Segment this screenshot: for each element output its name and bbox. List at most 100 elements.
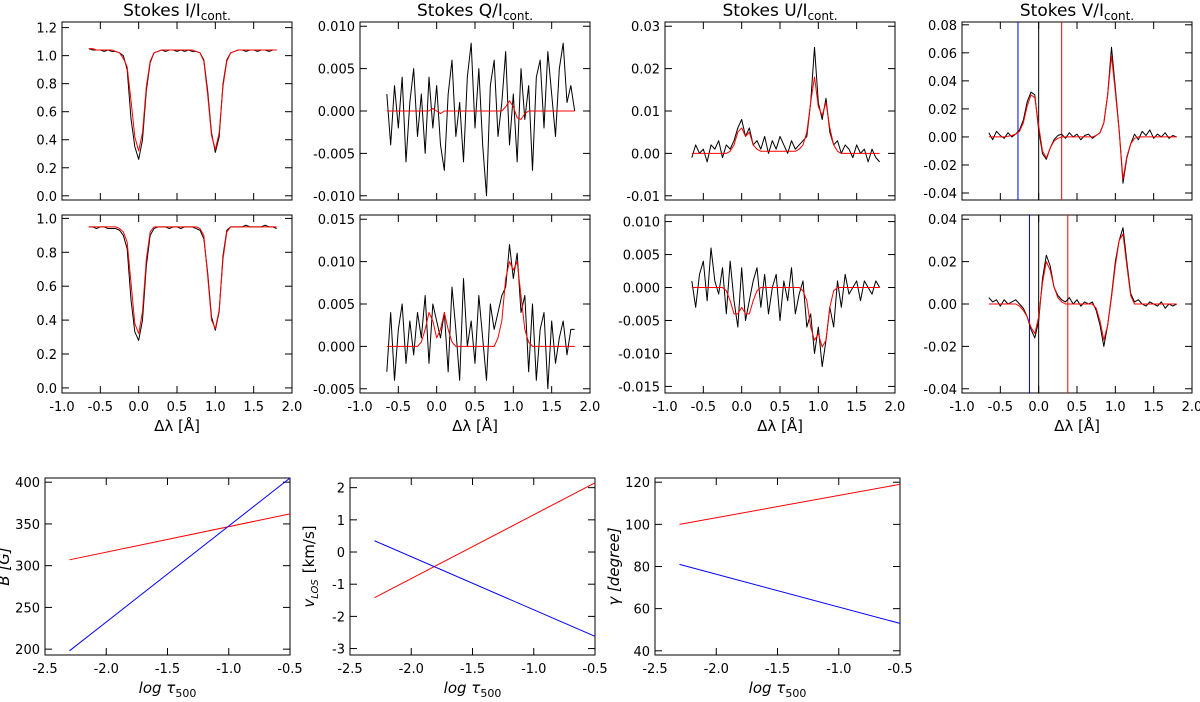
y-tick-label: 0.00 xyxy=(928,298,957,313)
x-tick-label: 0.5 xyxy=(770,400,791,415)
data-line xyxy=(69,477,291,652)
x-tick-label: 2.0 xyxy=(282,400,303,415)
x-axis-label: Δλ [Å] xyxy=(154,416,200,435)
x-tick-label: -1.0 xyxy=(521,662,546,677)
y-tick-label: 40 xyxy=(633,645,650,660)
x-tick-label: -0.5 xyxy=(691,400,716,415)
x-tick-label: -1.0 xyxy=(826,662,851,677)
x-tick-label: -1.0 xyxy=(347,400,372,415)
y-tick-label: -3 xyxy=(332,643,345,658)
data-line xyxy=(374,482,596,599)
title-subscript: cont. xyxy=(201,9,231,23)
y-tick-label: 1.0 xyxy=(36,50,57,65)
y-tick-label: 0.010 xyxy=(318,256,355,271)
x-tick-label: 1.0 xyxy=(205,400,226,415)
x-axis-label: log τ500 xyxy=(139,679,197,700)
y-axis-label: γ [degree] xyxy=(605,527,623,605)
data-line xyxy=(988,55,1177,180)
x-tick-label: 1.0 xyxy=(808,400,829,415)
y-tick-label: 400 xyxy=(15,476,40,491)
data-line xyxy=(988,227,1177,347)
x-axis-label: Δλ [Å] xyxy=(757,416,803,435)
y-tick-label: -0.02 xyxy=(923,159,957,174)
x-tick-label: -1.5 xyxy=(460,662,485,677)
y-tick-label: 100 xyxy=(625,518,650,533)
x-tick-label: -0.5 xyxy=(887,662,912,677)
y-tick-label: 0.015 xyxy=(318,213,355,228)
y-tick-label: 60 xyxy=(633,603,650,618)
panel-title: Stokes U/Icont. xyxy=(722,1,837,23)
x-tick-label: 1.5 xyxy=(243,400,264,415)
data-line xyxy=(988,233,1177,341)
y-tick-label: 120 xyxy=(625,476,650,491)
y-tick-label: -0.010 xyxy=(618,347,660,362)
x-tick-label: -2.0 xyxy=(399,662,424,677)
y-tick-label: -0.005 xyxy=(618,314,660,329)
data-line xyxy=(691,247,881,368)
x-tick-label: -1.0 xyxy=(652,400,677,415)
y-axis-label: B [G] xyxy=(0,547,13,586)
x-tick-label: 1.5 xyxy=(846,400,867,415)
x-tick-label: -2.5 xyxy=(642,662,667,677)
x-tick-label: -1.5 xyxy=(765,662,790,677)
plot-frame xyxy=(654,477,901,656)
x-tick-label: -2.0 xyxy=(94,662,119,677)
data-line xyxy=(374,540,596,637)
data-line xyxy=(679,563,901,624)
y-tick-label: -0.010 xyxy=(313,190,355,205)
y-tick-label: 300 xyxy=(15,560,40,575)
x-axis-label: log τ500 xyxy=(749,679,807,700)
y-tick-label: 0.000 xyxy=(318,340,355,355)
y-tick-label: -0.04 xyxy=(923,383,957,398)
x-axis-label-text: Δλ [Å] xyxy=(154,416,200,435)
x-tick-label: -2.5 xyxy=(337,662,362,677)
data-line xyxy=(88,48,277,152)
x-tick-label: 0.5 xyxy=(465,400,486,415)
plot-frame xyxy=(61,214,293,394)
x-tick-label: -1.5 xyxy=(155,662,180,677)
y-tick-label: -0.04 xyxy=(923,187,957,202)
y-tick-label: -0.005 xyxy=(313,147,355,162)
x-tick-label: -0.5 xyxy=(386,400,411,415)
y-tick-label: 0 xyxy=(337,546,345,561)
data-line xyxy=(691,76,880,154)
title-subscript: cont. xyxy=(503,9,533,23)
y-axis-label-text: v xyxy=(300,598,318,608)
x-tick-label: -0.5 xyxy=(277,662,302,677)
data-line xyxy=(88,224,277,341)
y-tick-label: 0.4 xyxy=(36,314,57,329)
y-tick-label: 0.000 xyxy=(318,105,355,120)
data-line xyxy=(386,244,575,390)
panel-title: Stokes Q/Icont. xyxy=(417,1,533,23)
x-tick-label: 0.5 xyxy=(167,400,188,415)
title-subscript: cont. xyxy=(807,9,837,23)
x-axis-label-text: Δλ [Å] xyxy=(1054,416,1100,435)
y-tick-label: 80 xyxy=(633,561,650,576)
x-tick-label: 0.0 xyxy=(1028,400,1049,415)
x-axis-label-subscript: 500 xyxy=(785,687,806,700)
data-line xyxy=(988,46,1177,184)
y-tick-label: -2 xyxy=(332,610,345,625)
x-tick-label: 1.0 xyxy=(1105,400,1126,415)
panel-title: Stokes V/Icont. xyxy=(1020,1,1134,23)
y-tick-label: 0.2 xyxy=(36,162,57,177)
title-text: Stokes I/I xyxy=(123,1,201,21)
title-text: Stokes Q/I xyxy=(417,1,503,21)
y-tick-label: 0.000 xyxy=(623,282,660,297)
plot-frame xyxy=(44,477,291,656)
y-tick-label: -0.02 xyxy=(923,340,957,355)
x-axis-label-subscript: 500 xyxy=(480,687,501,700)
y-tick-label: 1.2 xyxy=(36,22,57,37)
data-line xyxy=(88,226,277,335)
y-tick-label: 0.0 xyxy=(36,382,57,397)
x-tick-label: 2.0 xyxy=(580,400,601,415)
y-tick-label: -0.005 xyxy=(313,383,355,398)
y-tick-label: 0.005 xyxy=(318,298,355,313)
x-axis-label: log τ500 xyxy=(444,679,502,700)
x-axis-label: Δλ [Å] xyxy=(1054,416,1100,435)
x-tick-label: -1.0 xyxy=(216,662,241,677)
x-tick-label: -1.0 xyxy=(49,400,74,415)
y-tick-label: 0.03 xyxy=(631,20,660,35)
